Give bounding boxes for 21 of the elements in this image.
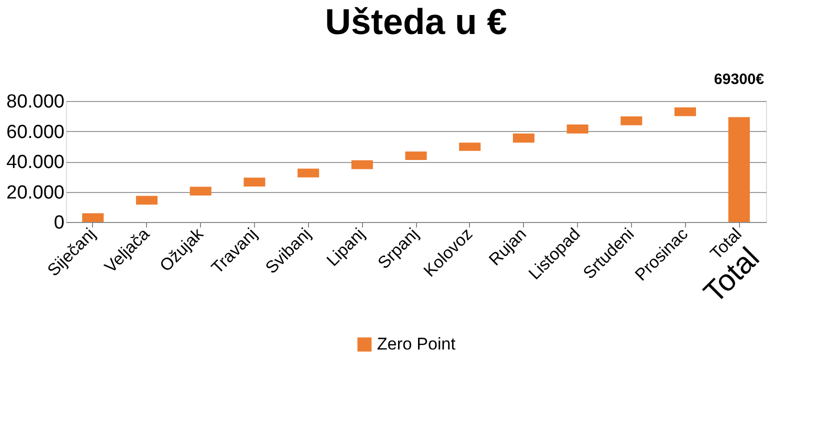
bar [244,178,266,186]
data-label: 69300€ [714,71,765,88]
bar [82,213,104,222]
y-tick-label: 0 [54,212,64,234]
bar [620,116,642,126]
bar [512,134,534,143]
bar [405,152,427,160]
bar [136,196,158,205]
bar [674,107,696,116]
chart-title: Ušteda u € [324,1,508,42]
bar [351,160,373,170]
bar [298,168,320,178]
bar [566,124,588,134]
y-tick-label: 40.000 [6,152,64,173]
y-tick-label: 80.000 [6,92,64,112]
legend-label: Zero Point [377,334,456,354]
bar [459,142,481,151]
bar [190,186,212,196]
y-tick-label: 60.000 [6,122,64,143]
bar [728,117,750,222]
y-tick-label: 20.000 [6,182,64,204]
